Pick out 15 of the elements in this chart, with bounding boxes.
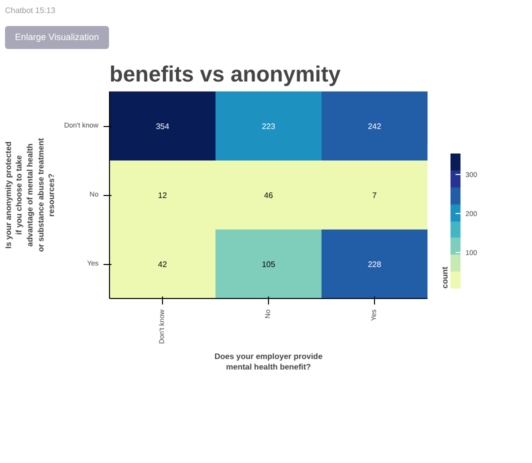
- chart-title: benefits vs anonymity: [110, 62, 342, 87]
- color-bar-title: count: [440, 266, 450, 289]
- data-label: 105: [262, 260, 276, 270]
- text: Chatbot 15:13: [5, 5, 56, 16]
- text: Enlarge Visualization: [15, 31, 99, 44]
- data-label: 7: [372, 191, 378, 200]
- data-label: 42: [158, 260, 168, 270]
- data-label: 46: [264, 191, 274, 200]
- data-label: 242: [368, 122, 382, 132]
- data-label: 223: [262, 122, 276, 132]
- x-axis-title: Does your employer provide mental health benefit?: [214, 352, 324, 372]
- data-label: 12: [158, 191, 168, 200]
- data-label: 354: [156, 122, 170, 132]
- y-axis-title: Is your anonymity protected if you choose to take advantage of mental health or substance abuse treatment resources?: [4, 138, 56, 252]
- data-label: 228: [368, 260, 382, 270]
